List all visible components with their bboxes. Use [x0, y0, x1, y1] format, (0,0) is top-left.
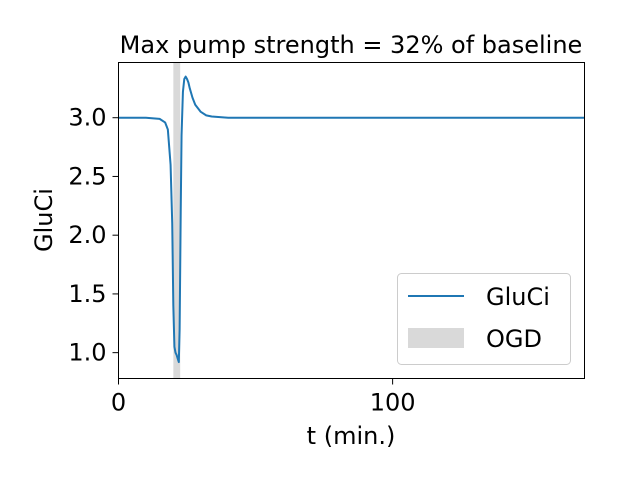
ogd-shaded-region [173, 62, 181, 379]
y-tick-label: 1.0 [68, 339, 106, 367]
y-tick-label: 1.5 [68, 280, 106, 308]
legend-label-gluci: GluCi [486, 283, 550, 311]
chart-title: Max pump strength = 32% of baseline [120, 31, 583, 59]
x-tick-label: 0 [111, 389, 126, 417]
series-line-gluci [118, 75, 585, 364]
legend-swatch-ogd [408, 328, 464, 348]
plot-area [118, 62, 585, 379]
y-tick-label: 2.0 [68, 221, 106, 249]
y-tick-label: 2.5 [68, 162, 106, 190]
axis-ticks: 0 100 1.0 1.5 2.0 2.5 3.0 [68, 104, 415, 417]
y-tick-label: 3.0 [68, 104, 106, 132]
axes-frame [118, 62, 585, 379]
y-axis-label: GluCi [30, 188, 58, 252]
legend: GluCi OGD [397, 273, 571, 365]
x-axis-label: t (min.) [307, 422, 396, 450]
x-tick-label: 100 [370, 389, 416, 417]
legend-label-ogd: OGD [486, 325, 542, 353]
